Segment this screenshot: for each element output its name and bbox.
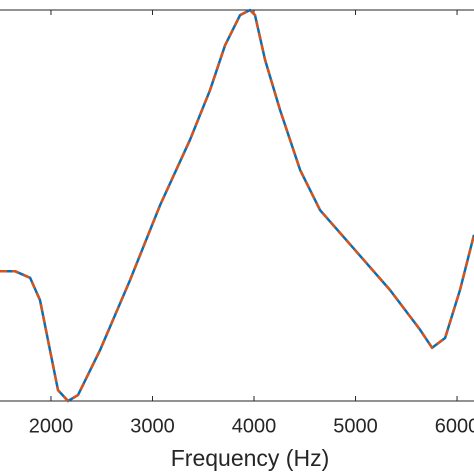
- x-tick-label: 3000: [130, 415, 175, 437]
- x-tick-label: 6000: [435, 415, 474, 437]
- line-series: [0, 8, 474, 403]
- x-tick-label: 5000: [333, 415, 378, 437]
- x-axis-label: Frequency (Hz): [171, 445, 329, 471]
- x-tick-label: 2000: [29, 415, 74, 437]
- line-series: [0, 8, 474, 403]
- x-tick-label: 4000: [232, 415, 277, 437]
